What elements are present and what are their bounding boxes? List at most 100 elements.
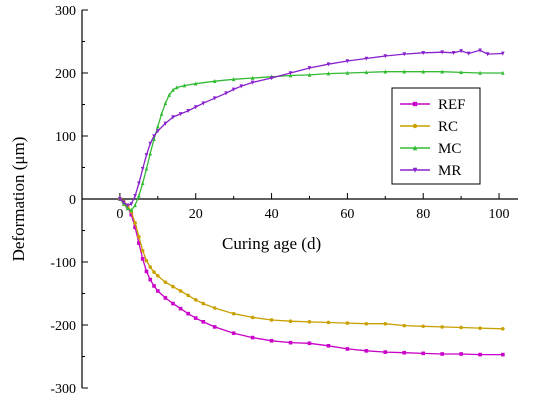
data-point xyxy=(133,225,137,230)
data-point xyxy=(118,197,122,202)
data-point xyxy=(412,145,418,151)
data-point xyxy=(307,341,312,346)
data-point xyxy=(326,320,331,325)
series-line xyxy=(119,198,503,356)
data-point xyxy=(186,311,190,316)
data-point xyxy=(383,321,388,326)
data-point xyxy=(144,153,149,158)
data-point xyxy=(152,270,156,274)
data-point xyxy=(125,203,130,208)
data-point xyxy=(326,62,331,67)
data-point xyxy=(485,52,490,57)
x-tick-label: 60 xyxy=(340,207,354,222)
data-point xyxy=(163,296,168,300)
data-point xyxy=(133,203,137,208)
legend-item: RC xyxy=(400,119,458,135)
y-tick-label: -200 xyxy=(50,319,76,334)
data-point xyxy=(412,123,418,129)
data-point xyxy=(402,52,407,57)
data-point xyxy=(402,323,407,328)
data-point xyxy=(148,265,153,269)
data-point xyxy=(137,193,141,198)
data-point xyxy=(345,321,350,325)
x-tick-label: 0 xyxy=(116,207,123,222)
data-point xyxy=(178,112,183,117)
y-tick-label: -300 xyxy=(50,382,76,397)
data-point xyxy=(478,48,482,53)
data-point xyxy=(451,51,456,56)
data-point xyxy=(250,75,255,80)
legend-label: REF xyxy=(438,97,466,113)
data-point xyxy=(364,321,369,326)
data-point xyxy=(421,324,426,329)
series-mc xyxy=(118,69,505,213)
data-point xyxy=(133,221,137,225)
data-point xyxy=(307,72,312,77)
data-point xyxy=(501,326,505,331)
data-point xyxy=(144,258,149,263)
data-point xyxy=(148,151,153,156)
data-point xyxy=(364,70,369,75)
data-point xyxy=(212,306,217,310)
data-point xyxy=(140,166,145,172)
data-point xyxy=(345,347,350,351)
data-point xyxy=(186,109,190,114)
data-point xyxy=(501,70,505,75)
data-point xyxy=(402,69,407,74)
data-point xyxy=(269,318,274,322)
data-point xyxy=(364,349,369,353)
data-point xyxy=(459,352,463,356)
x-tick-label: 100 xyxy=(489,207,510,222)
data-point xyxy=(212,78,217,83)
data-point xyxy=(288,319,293,324)
data-point xyxy=(159,111,164,116)
data-point xyxy=(250,335,255,340)
data-point xyxy=(239,84,244,89)
data-point xyxy=(144,269,149,274)
data-point xyxy=(231,311,236,316)
data-point xyxy=(383,69,388,74)
data-point xyxy=(140,180,145,186)
data-point xyxy=(269,76,274,81)
legend-label: RC xyxy=(438,119,458,135)
y-tick-label: -100 xyxy=(50,256,76,271)
data-point xyxy=(140,248,145,253)
data-point xyxy=(459,70,463,75)
y-tick-label: 0 xyxy=(69,193,76,208)
data-point xyxy=(129,212,134,217)
data-point xyxy=(402,350,407,355)
data-point xyxy=(156,289,160,293)
data-point xyxy=(440,325,444,329)
series-mr xyxy=(118,48,505,208)
data-point xyxy=(478,70,482,75)
data-point xyxy=(250,315,255,320)
series-rc xyxy=(118,197,505,331)
data-point xyxy=(174,85,179,90)
data-point xyxy=(440,352,444,356)
data-point xyxy=(171,115,175,120)
x-tick-label: 20 xyxy=(189,207,203,222)
data-point xyxy=(156,124,160,129)
data-point xyxy=(148,277,153,282)
legend-item: REF xyxy=(400,97,466,113)
y-tick-label: 100 xyxy=(55,130,76,145)
data-point xyxy=(163,100,168,106)
legend-label: MC xyxy=(438,141,461,157)
data-point xyxy=(345,70,350,75)
data-point xyxy=(364,56,369,61)
x-tick-label: 80 xyxy=(416,207,430,222)
data-point xyxy=(412,167,418,173)
data-point xyxy=(171,87,175,92)
axes: -300 -200 -100 0 100 200 300 0 20 40 60 80 100 xyxy=(50,4,518,397)
data-point xyxy=(163,121,168,126)
data-point xyxy=(129,208,134,213)
series-layer xyxy=(118,48,505,357)
data-point xyxy=(193,105,198,110)
data-point xyxy=(212,325,217,329)
data-point xyxy=(383,54,388,59)
data-point xyxy=(412,101,418,107)
data-point xyxy=(137,181,141,186)
x-axis-title: Curing age (d) xyxy=(222,234,321,253)
data-point xyxy=(186,293,190,298)
